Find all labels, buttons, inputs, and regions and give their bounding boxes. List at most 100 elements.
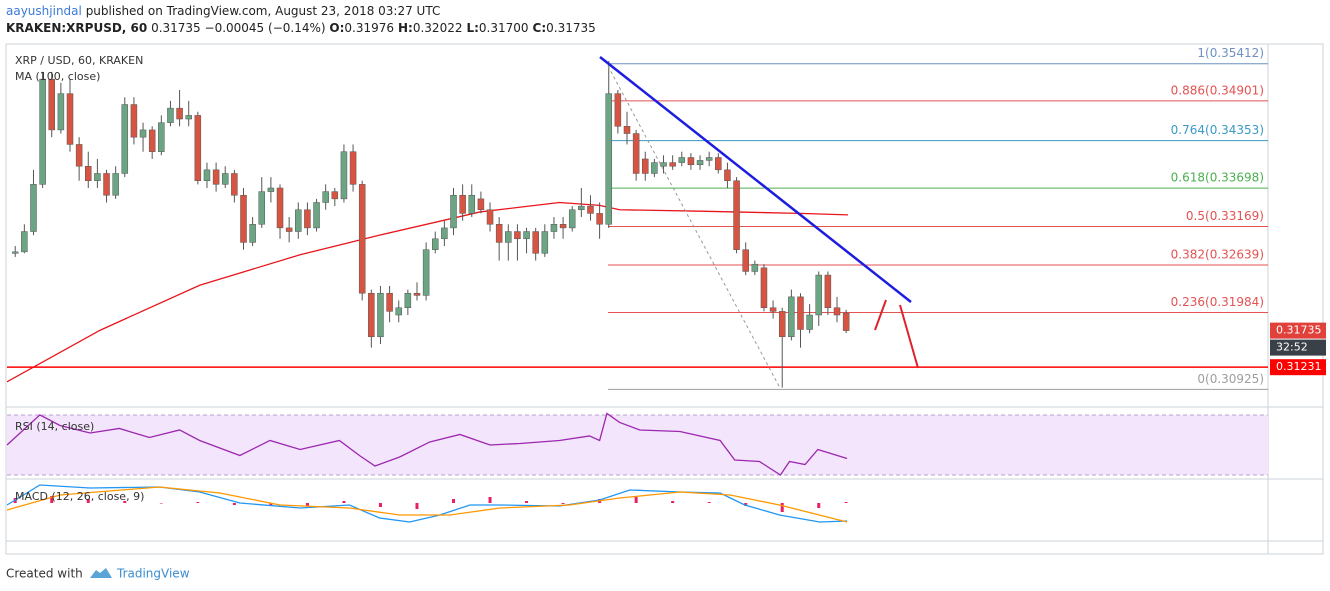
candle-body xyxy=(148,129,156,152)
histogram-bar xyxy=(707,502,711,503)
candle-body xyxy=(596,213,603,225)
candle-body xyxy=(441,227,448,240)
candle-body xyxy=(130,104,138,138)
candle-body xyxy=(578,205,585,211)
price-tag xyxy=(1270,322,1326,339)
candle-body xyxy=(112,173,119,196)
fib-label: 0.764(0.34353) xyxy=(1171,123,1264,137)
candle-body xyxy=(797,296,804,330)
ohlc-value: 0.32022 xyxy=(412,21,463,35)
candle-body xyxy=(778,311,786,338)
candle-body xyxy=(203,169,211,181)
candle-body xyxy=(623,126,631,134)
arrow xyxy=(899,304,919,369)
candle-body xyxy=(751,263,759,272)
candle-body xyxy=(733,180,740,250)
candle-body xyxy=(75,144,83,167)
last: 0.31735 xyxy=(151,21,201,35)
histogram-bar xyxy=(232,503,236,505)
candle-body xyxy=(742,249,749,272)
candle-body xyxy=(139,129,147,138)
candle-body xyxy=(21,231,28,253)
histogram-bar xyxy=(744,503,748,506)
histogram-bar xyxy=(452,499,456,503)
logo xyxy=(90,568,112,578)
candle-body xyxy=(358,184,366,294)
candle-body xyxy=(788,296,795,338)
candle-body xyxy=(30,184,37,232)
candle-body xyxy=(295,209,302,232)
price-tag-label: 0.31231 xyxy=(1276,360,1322,373)
candle-body xyxy=(48,78,55,131)
candle-body xyxy=(614,93,622,127)
candle-body xyxy=(724,169,731,181)
change: −0.00045 (−0.14%) xyxy=(204,21,326,35)
candle-body xyxy=(94,173,101,181)
histogram-bar xyxy=(196,502,200,503)
candle-body xyxy=(267,187,275,192)
trend-line xyxy=(599,56,912,303)
price-tag xyxy=(1270,339,1326,356)
footer-brand[interactable]: TradingView xyxy=(116,567,190,581)
histogram-bar xyxy=(378,503,382,507)
candle-body xyxy=(386,292,393,312)
candle-body xyxy=(176,107,183,120)
candle-body xyxy=(678,157,686,163)
candle-body xyxy=(304,209,311,229)
histogram-bar xyxy=(86,499,90,503)
fib-trend xyxy=(607,65,781,389)
candle-body xyxy=(57,93,65,131)
fib-label: 0(0.30925) xyxy=(1197,372,1264,386)
candle-body xyxy=(413,292,421,296)
candle-body xyxy=(313,202,320,229)
price-tag-label: 32:52 xyxy=(1276,341,1308,354)
author[interactable]: aayushjindal xyxy=(6,4,82,18)
histogram-bar xyxy=(561,503,565,504)
histogram-bar xyxy=(305,503,309,506)
candle-body xyxy=(167,107,174,123)
candle-body xyxy=(632,133,640,174)
candle-body xyxy=(806,314,813,330)
candle-body xyxy=(495,224,503,243)
frame xyxy=(5,43,1324,555)
candle-body xyxy=(85,165,92,181)
candle-body xyxy=(559,224,567,229)
candle-body xyxy=(833,307,841,316)
candle-body xyxy=(66,93,74,145)
candle-body xyxy=(532,231,539,254)
candle-body xyxy=(687,157,695,166)
legend-entry: MA (100, close) xyxy=(15,70,100,83)
fib-label: 0.618(0.33698) xyxy=(1171,171,1264,185)
candle-body xyxy=(514,231,521,240)
candle-body xyxy=(715,157,722,171)
candle-body xyxy=(340,151,348,200)
histogram-bar xyxy=(634,497,638,503)
candle-body xyxy=(285,227,293,232)
candle-body xyxy=(523,231,530,240)
histogram-bar xyxy=(50,496,54,503)
histogram-bar xyxy=(780,503,784,512)
histogram-bar xyxy=(415,503,419,509)
candle-body xyxy=(103,173,110,196)
candle-body xyxy=(842,312,850,331)
moving-average xyxy=(6,201,848,383)
candle-body xyxy=(39,78,46,185)
price-tag-label: 0.31735 xyxy=(1276,324,1322,337)
candle-body xyxy=(477,198,485,211)
ohlc-label: H: xyxy=(398,21,413,35)
candle-body xyxy=(696,160,704,166)
histogram-bar xyxy=(342,501,346,503)
candle-body xyxy=(322,191,329,203)
rsi-band xyxy=(7,414,1268,475)
price-tag xyxy=(1270,359,1326,376)
candle-body xyxy=(431,238,439,250)
histogram-bar xyxy=(488,497,492,503)
candle-body xyxy=(276,187,284,229)
candle-body xyxy=(468,194,476,214)
fib-label: 0.886(0.34901) xyxy=(1171,83,1264,97)
candle-body xyxy=(660,162,667,167)
histogram-bar xyxy=(671,501,675,503)
candle-body xyxy=(587,205,594,214)
